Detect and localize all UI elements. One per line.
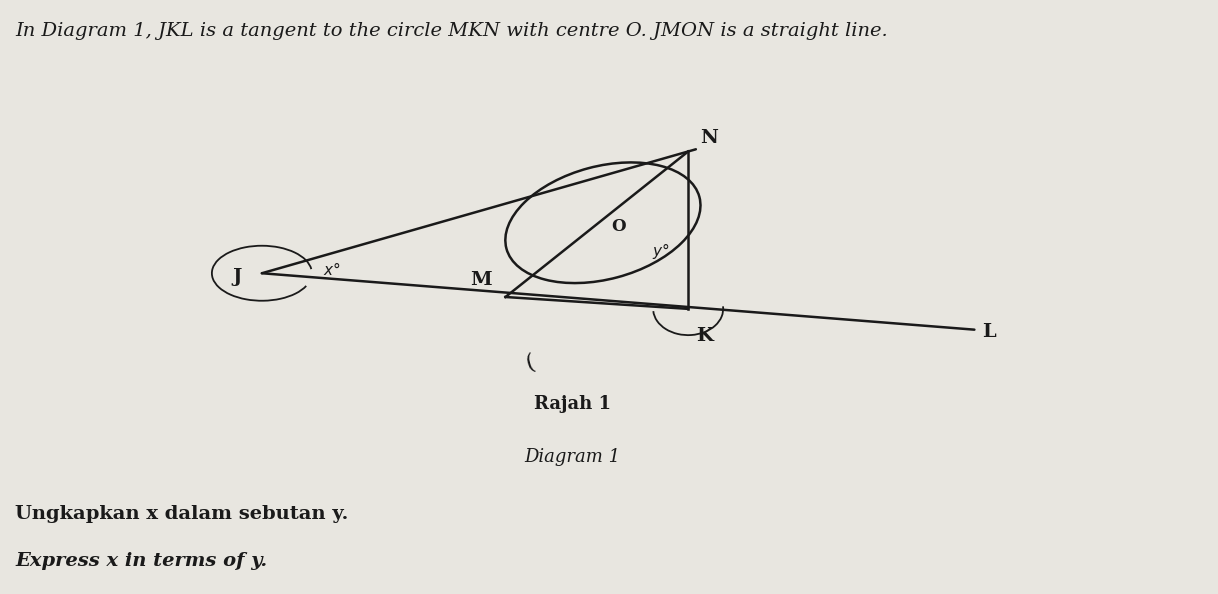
Text: L: L — [983, 323, 996, 341]
Text: $y°$: $y°$ — [652, 242, 670, 261]
Text: Rajah 1: Rajah 1 — [533, 395, 611, 413]
Text: Ungkapkan x dalam sebutan y.: Ungkapkan x dalam sebutan y. — [15, 505, 348, 523]
Text: O: O — [611, 218, 626, 235]
Text: In Diagram 1, JKL is a tangent to the circle MKN with centre O. JMON is a straig: In Diagram 1, JKL is a tangent to the ci… — [15, 22, 888, 40]
Text: Express x in terms of y.: Express x in terms of y. — [15, 552, 267, 570]
Text: Diagram 1: Diagram 1 — [525, 448, 620, 466]
Text: K: K — [697, 327, 713, 345]
Text: M: M — [470, 271, 492, 289]
Text: J: J — [233, 268, 242, 286]
Text: (: ( — [523, 350, 537, 374]
Text: $x°$: $x°$ — [323, 261, 340, 278]
Text: N: N — [700, 129, 719, 147]
